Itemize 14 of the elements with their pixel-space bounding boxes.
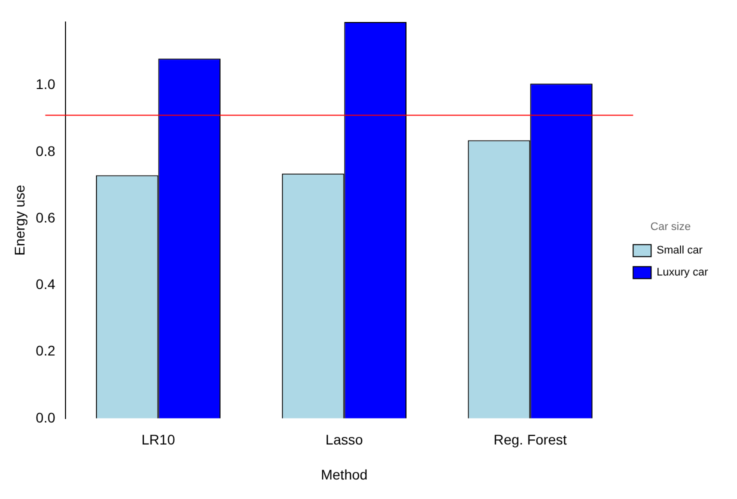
y-tick-label: 0.4 — [36, 276, 56, 292]
x-tick-label: Reg. Forest — [494, 432, 567, 448]
x-tick-label: LR10 — [142, 432, 176, 448]
y-tick-label: 0.8 — [36, 142, 56, 159]
legend-label: Small car — [656, 244, 703, 257]
y-tick-label: 0.2 — [36, 342, 56, 359]
y-tick-label: 0.0 — [36, 409, 56, 426]
x-axis-title: Method — [320, 466, 368, 482]
y-tick-label: 1.0 — [36, 76, 56, 92]
x-tick-label: Lasso — [326, 432, 364, 448]
legend-label: Luxury car — [656, 266, 708, 279]
y-axis-title: Energy use — [11, 184, 28, 256]
legend-title: Car size — [650, 220, 691, 233]
y-tick-label: 0.6 — [36, 209, 56, 226]
